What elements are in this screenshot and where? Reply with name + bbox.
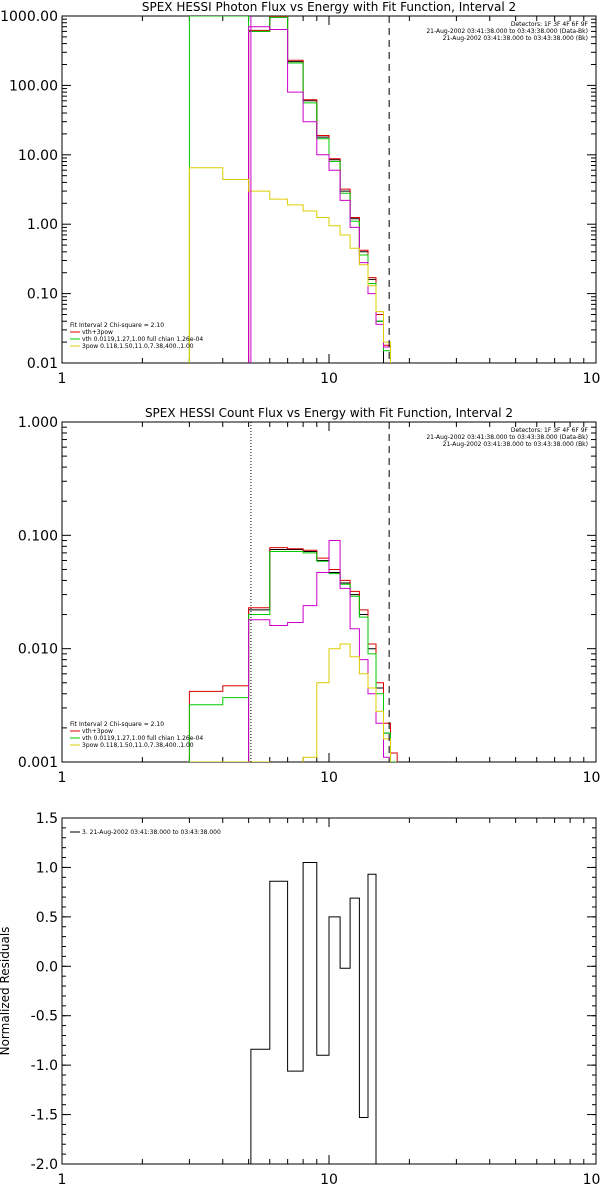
series-0-histogram	[250, 862, 390, 1164]
info-line: Detectors: 1F 3F 4F 6F 9F	[511, 427, 589, 434]
chart-title: SPEX HESSI Count Flux vs Energy with Fit…	[145, 406, 513, 420]
y-axis-label: Normalized Residuals	[0, 927, 12, 1056]
legend-entry: vth+3pow	[82, 329, 113, 336]
info-line: 21-Aug-2002 03:41:38.000 to 03:43:38.000…	[443, 441, 588, 448]
legend-entry: 3. 21-Aug-2002 03:41:38.000 to 03:43:38.…	[82, 829, 221, 836]
series-2-histogram	[188, 551, 398, 762]
legend-entry: vth 0.0119,1.27,1.00 full chian 1.26e-04	[82, 735, 203, 742]
series-1-histogram	[248, 16, 391, 363]
photon-flux-panel: SPEX HESSI Photon Flux vs Energy with Fi…	[0, 0, 600, 387]
y-tick-label: -0.5	[31, 1009, 58, 1025]
y-tick-label: 0.001	[18, 755, 58, 771]
x-tick-label: 100	[583, 1172, 600, 1188]
y-tick-label: 0.010	[18, 642, 58, 658]
y-tick-label: 0.100	[18, 528, 58, 544]
series-3-histogram	[248, 26, 391, 363]
plot-frame	[61, 421, 597, 763]
info-line: 21-Aug-2002 03:41:38.000 to 03:43:38.000…	[426, 28, 588, 35]
y-tick-label: 1.000	[18, 415, 58, 431]
legend-entry: vth+3pow	[82, 728, 113, 735]
plot-area	[188, 422, 398, 762]
series-2-histogram	[188, 16, 391, 363]
x-tick-label: 10	[320, 1172, 338, 1188]
count-flux-panel: SPEX HESSI Count Flux vs Energy with Fit…	[18, 406, 600, 786]
series-0-histogram	[248, 16, 384, 363]
series-4-histogram	[188, 167, 391, 363]
legend-entry: Fit Interval 2 Chi-square = 2.10	[70, 721, 164, 728]
legend-entry: vth 0.0119,1.27,1.00 full chian 1.26e-04	[82, 336, 203, 343]
y-tick-label: 1.00	[27, 217, 58, 233]
series-4-histogram	[189, 643, 391, 762]
y-tick-label: -2.0	[31, 1157, 58, 1173]
x-tick-label: 1	[58, 1172, 67, 1188]
info-line: Detectors: 1F 3F 4F 6F 9F	[511, 21, 589, 28]
y-tick-label: 0.5	[36, 910, 58, 926]
y-tick-label: 1000.00	[0, 9, 58, 25]
y-tick-label: -1.5	[31, 1108, 58, 1124]
plot-area	[188, 16, 391, 363]
y-tick-label: 100.00	[9, 78, 58, 94]
series-3-histogram	[248, 540, 391, 762]
y-tick-label: 0.01	[27, 356, 58, 372]
plot-frame	[61, 15, 597, 364]
y-tick-label: -1.0	[31, 1058, 58, 1074]
info-line: 21-Aug-2002 03:41:38.000 to 03:43:38.000…	[426, 434, 588, 441]
info-line: 21-Aug-2002 03:41:38.000 to 03:43:38.000…	[443, 35, 588, 42]
x-tick-label: 10	[320, 371, 338, 387]
plot-area	[250, 862, 390, 1164]
legend-entry: Fit Interval 2 Chi-square = 2.10	[70, 322, 164, 329]
x-tick-label: 1	[58, 770, 67, 786]
y-tick-label: 1.0	[36, 860, 58, 876]
y-tick-label: 10.00	[18, 148, 58, 164]
x-tick-label: 1	[58, 371, 67, 387]
series-1-histogram	[188, 547, 398, 762]
y-tick-label: 1.5	[36, 811, 58, 827]
y-tick-label: 0.10	[27, 287, 58, 303]
y-tick-label: 0.0	[36, 959, 58, 975]
residuals-panel: Normalized Residuals -2.0 -1.5 -1.0 -0.5 0.0 0…	[0, 811, 600, 1188]
legend-entry: 3pow 0.118,1.50,11.0,7.38,400.,1.00	[82, 343, 194, 350]
legend-entry: 3pow 0.118,1.50,11.0,7.38,400.,1.00	[82, 742, 194, 749]
x-tick-label: 100	[583, 770, 600, 786]
chart-title: SPEX HESSI Photon Flux vs Energy with Fi…	[142, 0, 516, 14]
x-tick-label: 100	[583, 371, 600, 387]
x-tick-label: 10	[320, 770, 338, 786]
